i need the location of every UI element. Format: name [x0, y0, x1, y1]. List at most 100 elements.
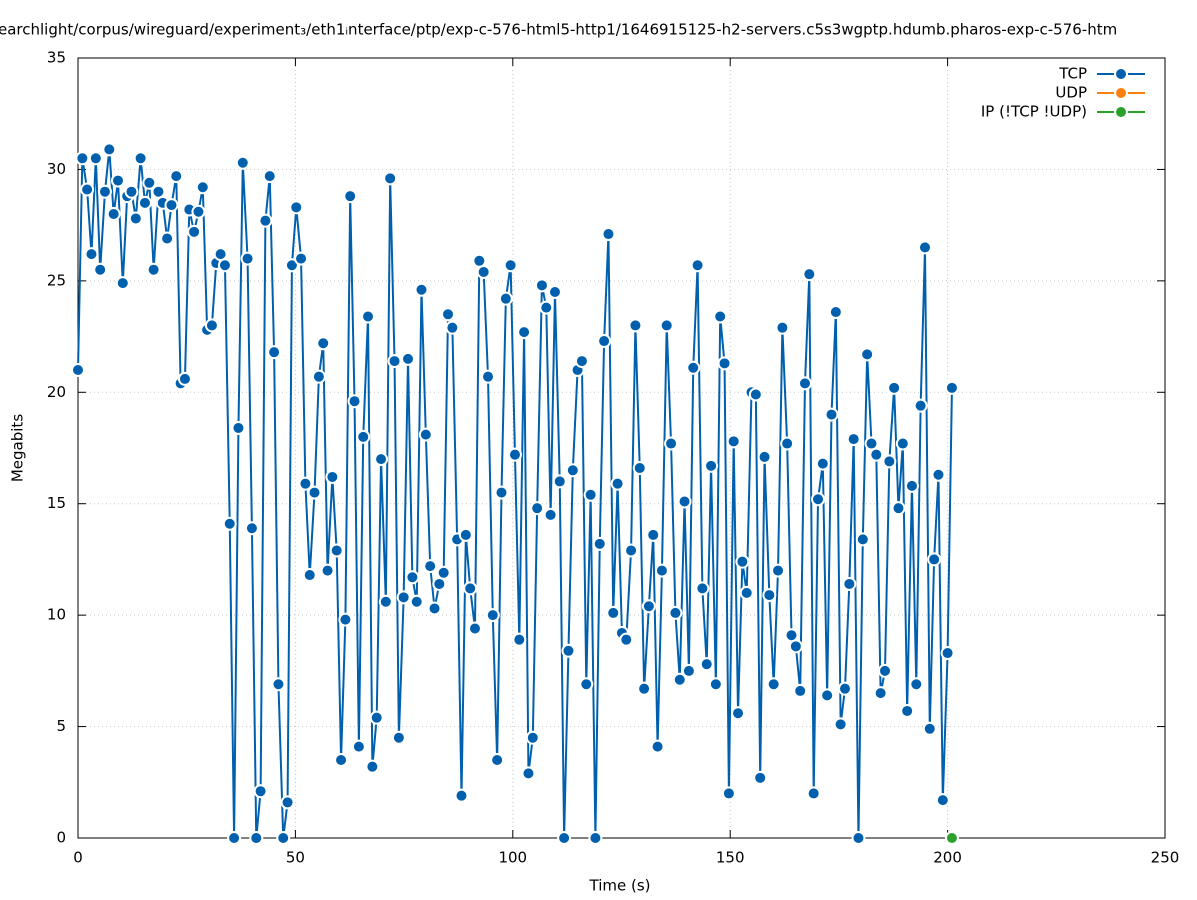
data-point: [441, 307, 456, 322]
data-point: [320, 563, 335, 578]
data-point: [217, 258, 232, 273]
data-point: [365, 759, 380, 774]
x-tick-label: 100: [498, 849, 527, 867]
data-point: [837, 681, 852, 696]
data-point: [539, 300, 554, 315]
legend-label: UDP: [1055, 84, 1087, 102]
data-point: [507, 447, 522, 462]
y-tick-label: 15: [47, 494, 66, 512]
data-point: [253, 784, 268, 799]
data-point: [721, 786, 736, 801]
data-point: [262, 169, 277, 184]
data-point: [284, 258, 299, 273]
data-point: [624, 543, 639, 558]
data-point: [316, 336, 331, 351]
data-point: [690, 258, 705, 273]
data-point: [797, 376, 812, 391]
data-point: [258, 213, 273, 228]
data-point: [195, 180, 210, 195]
data-point: [177, 371, 192, 386]
data-point: [267, 345, 282, 360]
data-point: [731, 706, 746, 721]
data-point: [735, 554, 750, 569]
data-point: [169, 169, 184, 184]
data-point: [494, 485, 509, 500]
data-point: [476, 264, 491, 279]
data-point: [935, 793, 950, 808]
data-point: [597, 334, 612, 349]
data-point: [128, 211, 143, 226]
y-tick-label: 35: [47, 49, 66, 67]
data-point: [708, 677, 723, 692]
y-tick-label: 30: [47, 160, 66, 178]
data-point: [142, 175, 157, 190]
data-point: [887, 380, 902, 395]
data-point: [583, 487, 598, 502]
data-point: [329, 543, 344, 558]
data-point: [271, 677, 286, 692]
data-point: [547, 285, 562, 299]
data-point: [860, 347, 875, 362]
data-point: [423, 559, 438, 574]
data-point: [111, 173, 126, 188]
plot-border: [77, 57, 1166, 839]
data-point: [780, 436, 795, 451]
data-point: [361, 309, 376, 324]
data-point: [191, 204, 206, 219]
data-point: [775, 320, 790, 335]
data-point: [454, 788, 469, 803]
data-point: [276, 831, 291, 845]
data-point: [503, 258, 518, 273]
data-point: [873, 686, 888, 701]
data-point: [396, 590, 411, 605]
data-point: [726, 434, 741, 449]
legend-marker: [1114, 86, 1128, 100]
data-point: [917, 240, 932, 255]
data-point: [401, 351, 416, 366]
data-point: [891, 501, 906, 516]
y-tick-label: 25: [47, 271, 66, 289]
data-point: [664, 436, 679, 451]
legend-marker: [1114, 105, 1128, 119]
data-point: [160, 231, 175, 246]
data-point: [944, 831, 959, 845]
data-point: [766, 677, 781, 692]
data-point: [753, 770, 768, 785]
data-point: [557, 831, 572, 845]
data-point: [356, 429, 371, 444]
data-point: [579, 677, 594, 692]
data-point: [855, 532, 870, 547]
data-point: [387, 354, 402, 369]
data-point: [498, 291, 513, 306]
data-point: [102, 142, 117, 157]
data-point: [771, 563, 786, 578]
data-point: [517, 325, 532, 340]
data-point: [842, 576, 857, 591]
data-point: [235, 155, 250, 170]
data-point: [298, 476, 313, 491]
data-point: [307, 485, 322, 500]
data-point: [882, 454, 897, 469]
data-point: [383, 171, 398, 186]
data-point: [574, 354, 589, 369]
x-tick-label: 50: [286, 849, 305, 867]
data-point: [802, 267, 817, 282]
data-point: [931, 467, 946, 482]
data-point: [146, 262, 161, 277]
legend-label: TCP: [1058, 65, 1087, 83]
data-point: [913, 398, 928, 413]
data-point: [699, 657, 714, 672]
data-point: [71, 363, 85, 377]
data-point: [343, 189, 358, 204]
data-point: [641, 599, 656, 614]
data-point: [467, 621, 482, 636]
data-point: [490, 753, 505, 767]
data-point: [133, 151, 148, 166]
data-point: [311, 369, 326, 384]
data-point: [334, 753, 349, 767]
data-point: [900, 703, 915, 718]
data-point: [240, 251, 255, 266]
data-point: [463, 581, 478, 596]
data-point: [806, 786, 821, 801]
